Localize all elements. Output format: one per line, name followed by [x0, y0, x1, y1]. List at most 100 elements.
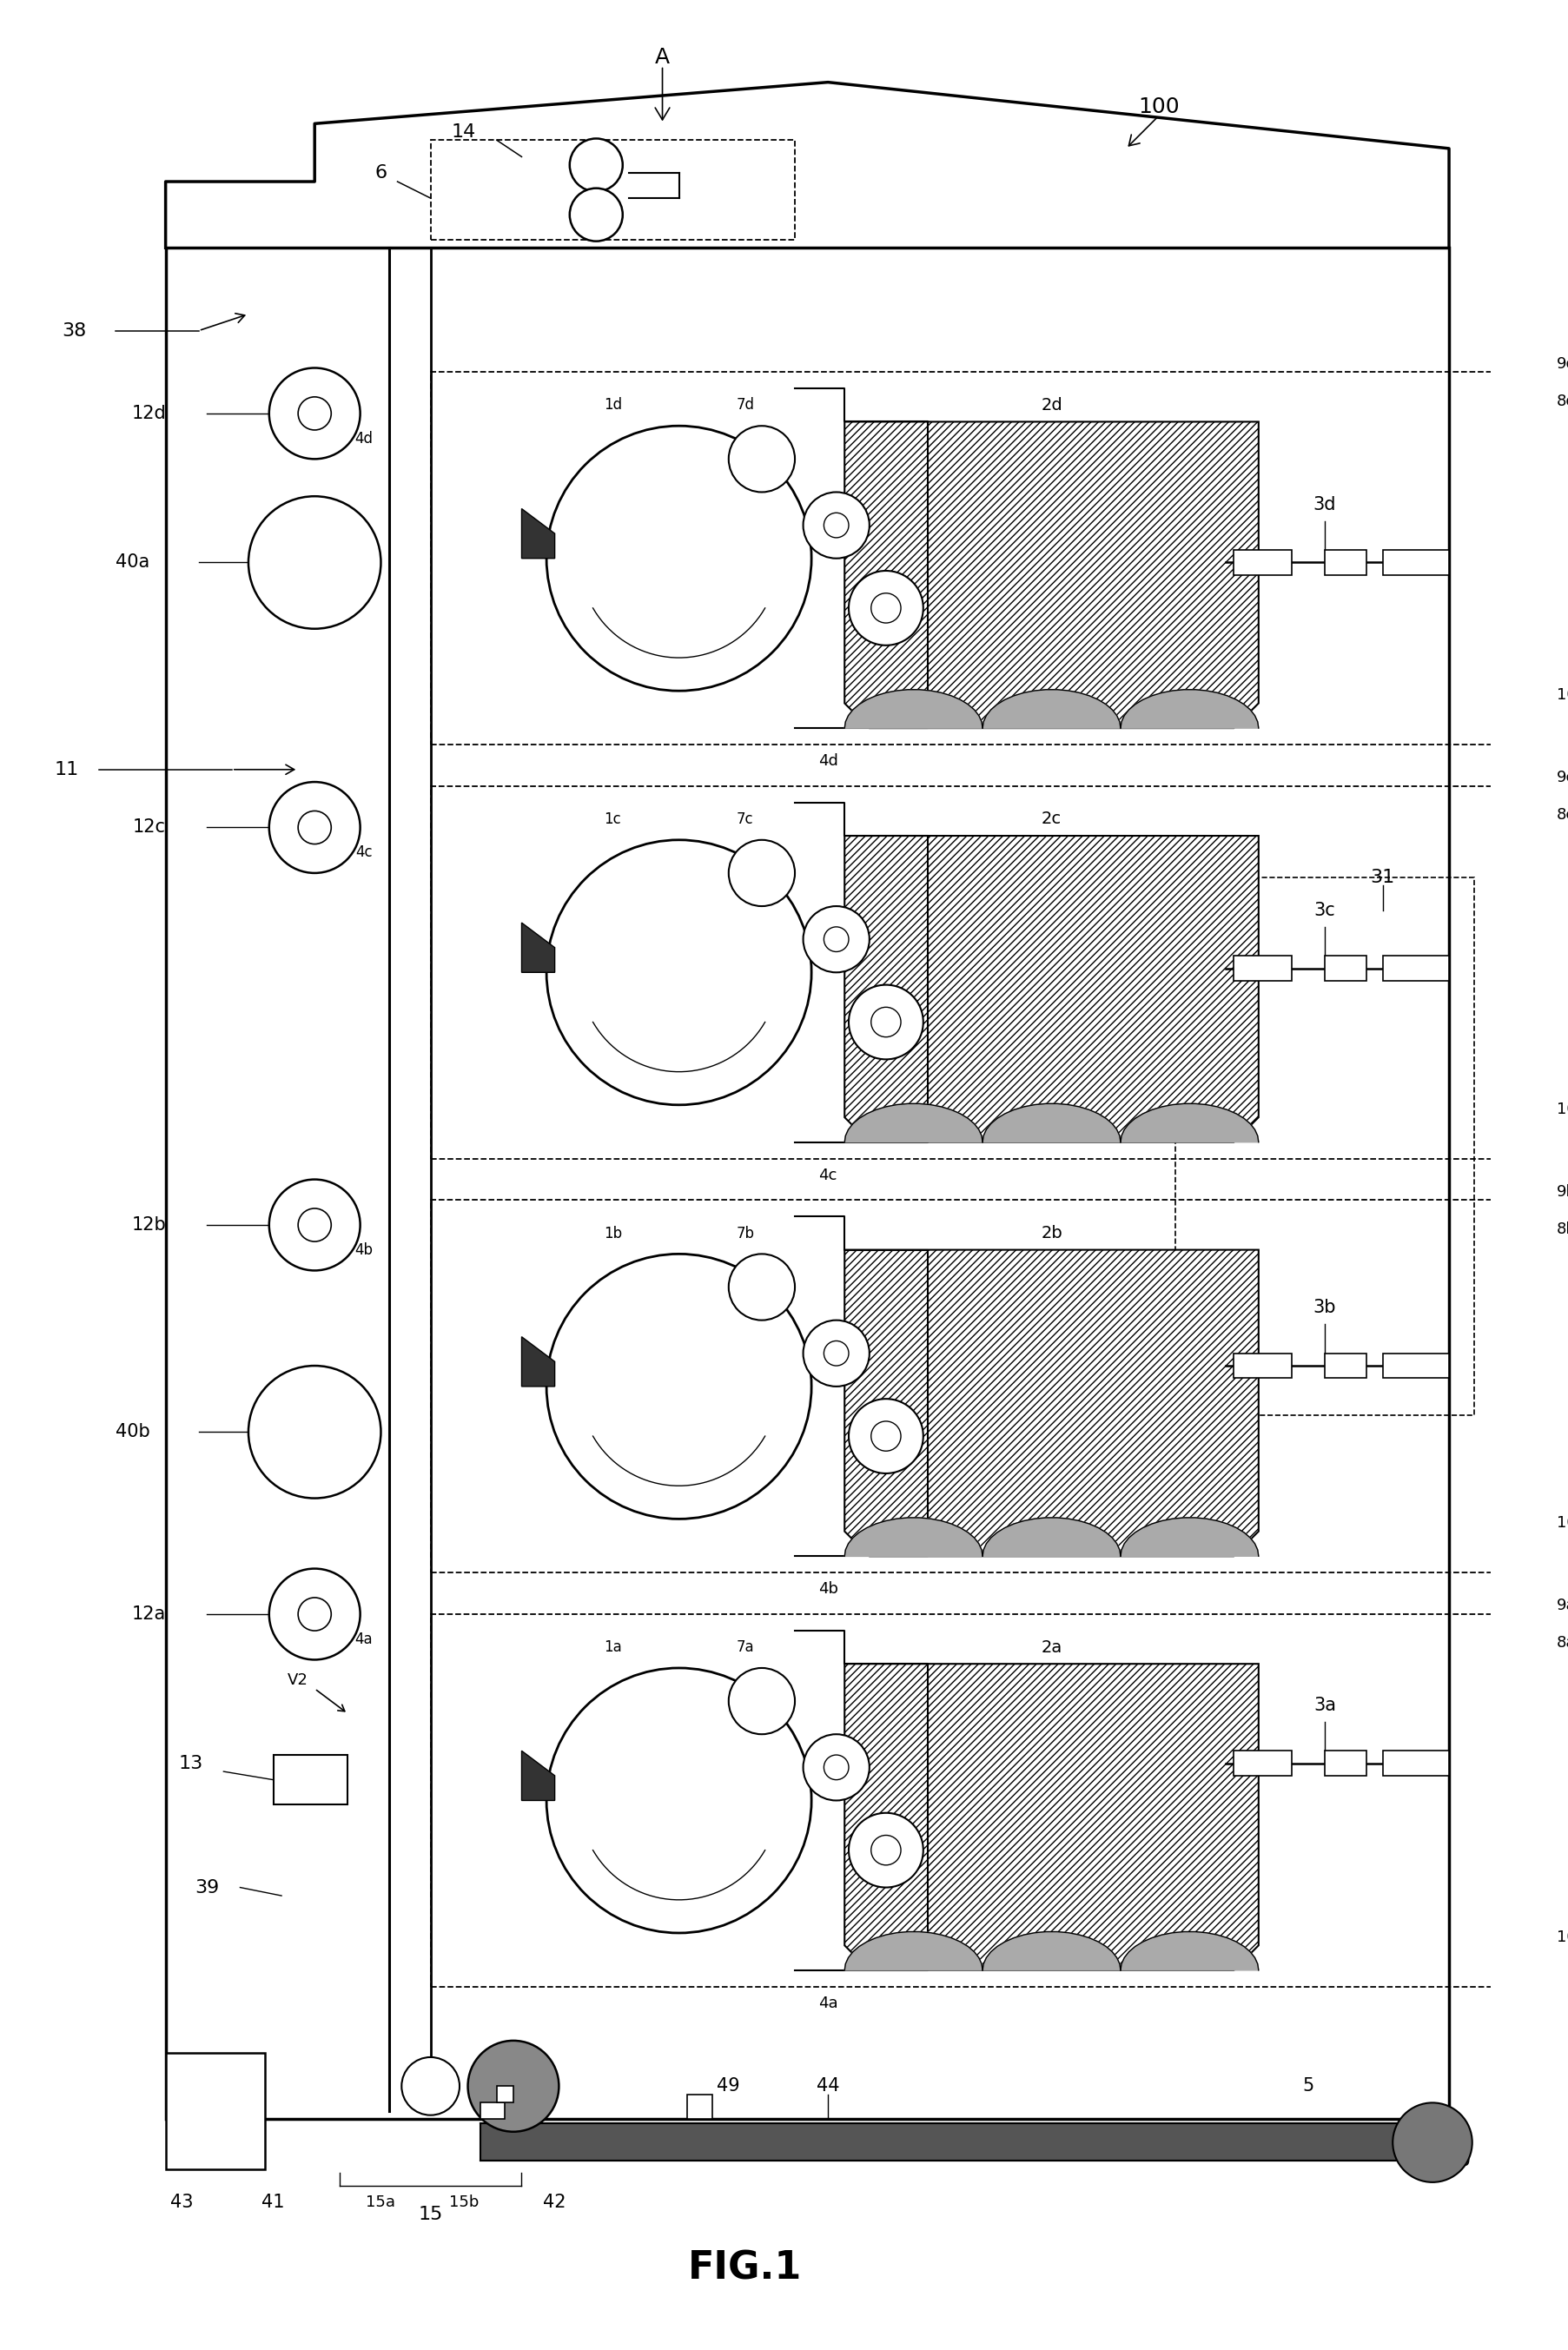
Text: 12d: 12d [132, 404, 166, 423]
Circle shape [870, 1422, 900, 1450]
Polygon shape [844, 1104, 982, 1142]
Circle shape [270, 783, 361, 874]
Text: 42: 42 [543, 2193, 566, 2211]
Bar [1174, 877, 1472, 1415]
Text: 12a: 12a [132, 1605, 166, 1624]
Circle shape [546, 839, 811, 1104]
Text: 1c: 1c [604, 811, 621, 827]
Circle shape [569, 139, 622, 193]
Circle shape [467, 2040, 558, 2131]
Text: 1b: 1b [604, 1224, 621, 1241]
Text: 4d: 4d [354, 430, 373, 447]
Circle shape [848, 571, 922, 646]
Polygon shape [844, 421, 1258, 728]
Text: 3c: 3c [1314, 902, 1334, 919]
Text: 13: 13 [179, 1755, 202, 1772]
Bar [430, 787, 1530, 1159]
Text: 11: 11 [53, 761, 78, 778]
Text: 2a: 2a [1041, 1638, 1062, 1654]
Text: 2b: 2b [1040, 1224, 1062, 1241]
Bar [1381, 550, 1449, 576]
Text: 50: 50 [1449, 2153, 1469, 2169]
Polygon shape [844, 689, 982, 728]
Bar [166, 2054, 265, 2169]
Text: 4b: 4b [354, 1243, 373, 1257]
Bar [1232, 1354, 1290, 1377]
Text: 49: 49 [717, 2077, 740, 2094]
Circle shape [803, 1321, 869, 1386]
Circle shape [401, 2056, 459, 2115]
Text: 7d: 7d [735, 397, 754, 414]
Circle shape [728, 425, 795, 491]
Circle shape [803, 491, 869, 559]
Text: V3: V3 [668, 550, 688, 566]
Circle shape [823, 926, 848, 952]
Polygon shape [844, 1518, 982, 1556]
Circle shape [823, 1342, 848, 1365]
Bar [1381, 1354, 1449, 1377]
Text: FIG.1: FIG.1 [688, 2249, 801, 2287]
Circle shape [870, 592, 900, 623]
Circle shape [803, 907, 869, 973]
Text: 6: 6 [375, 165, 387, 181]
Text: 3d: 3d [1312, 496, 1336, 512]
Text: 8a: 8a [1555, 1636, 1568, 1652]
Text: 38: 38 [63, 322, 86, 338]
Bar [480, 2103, 505, 2120]
Circle shape [270, 369, 361, 458]
Polygon shape [522, 924, 555, 973]
Text: 10c: 10c [1555, 1102, 1568, 1116]
Text: 10d: 10d [1555, 686, 1568, 703]
Polygon shape [982, 689, 1120, 728]
Polygon shape [982, 1104, 1120, 1142]
Polygon shape [522, 1751, 555, 1800]
Polygon shape [522, 508, 555, 559]
Text: 12b: 12b [132, 1217, 166, 1234]
Text: 14: 14 [452, 122, 475, 141]
Bar [497, 2087, 513, 2103]
Text: 2c: 2c [1041, 811, 1062, 827]
Bar [1323, 1354, 1366, 1377]
Circle shape [546, 425, 811, 691]
Circle shape [1392, 2103, 1471, 2183]
Text: 9c: 9c [1555, 771, 1568, 785]
Circle shape [848, 1812, 922, 1887]
Polygon shape [844, 1250, 1258, 1556]
Text: V2: V2 [668, 1793, 688, 1807]
Text: 9d: 9d [1555, 355, 1568, 371]
Bar [1323, 1751, 1366, 1777]
Text: 5: 5 [1301, 2077, 1314, 2094]
Text: 31: 31 [1370, 870, 1394, 886]
Polygon shape [844, 837, 1258, 1142]
Text: 1d: 1d [604, 397, 621, 414]
Text: V2: V2 [287, 1673, 309, 1687]
Polygon shape [844, 1932, 982, 1969]
Text: 10b: 10b [1555, 1516, 1568, 1530]
Circle shape [298, 811, 331, 844]
Text: 43: 43 [171, 2193, 193, 2211]
Text: 44: 44 [815, 2077, 839, 2094]
Circle shape [298, 1208, 331, 1241]
Text: 15b: 15b [448, 2195, 478, 2209]
Text: 9a: 9a [1555, 1598, 1568, 1614]
Text: 9b: 9b [1555, 1184, 1568, 1198]
Circle shape [728, 839, 795, 907]
Bar [1323, 550, 1366, 576]
Circle shape [546, 1668, 811, 1934]
Circle shape [803, 1734, 869, 1800]
Text: 41: 41 [262, 2193, 285, 2211]
Polygon shape [844, 1664, 1258, 1969]
Text: 8c: 8c [1555, 808, 1568, 822]
Text: 7a: 7a [735, 1640, 754, 1654]
Polygon shape [1120, 1518, 1258, 1556]
Text: 7c: 7c [737, 811, 753, 827]
Polygon shape [1120, 689, 1258, 728]
Circle shape [870, 1835, 900, 1866]
Bar [273, 1755, 348, 1805]
Circle shape [823, 1755, 848, 1779]
Text: 4d: 4d [817, 754, 837, 768]
Text: 10a: 10a [1555, 1929, 1568, 1946]
Circle shape [270, 1180, 361, 1271]
Circle shape [728, 1668, 795, 1734]
Text: 3a: 3a [1312, 1697, 1336, 1713]
